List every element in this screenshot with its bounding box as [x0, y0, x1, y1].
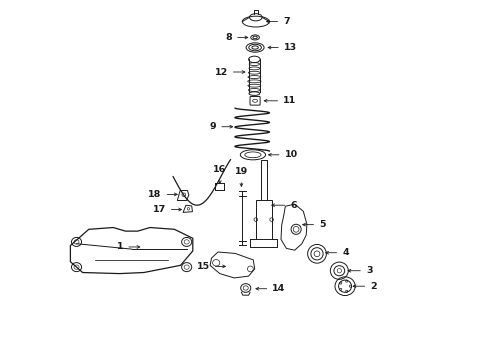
Text: 3: 3: [366, 266, 372, 275]
Text: 1: 1: [117, 243, 123, 252]
Bar: [256, 200, 271, 239]
Text: 13: 13: [284, 43, 297, 52]
Text: 14: 14: [272, 284, 286, 293]
Text: 19: 19: [235, 167, 248, 176]
Text: 5: 5: [319, 220, 326, 229]
Text: 2: 2: [370, 282, 377, 291]
Text: 16: 16: [213, 165, 226, 174]
Text: 6: 6: [291, 201, 297, 210]
Text: 4: 4: [342, 248, 349, 257]
Text: 11: 11: [283, 96, 296, 105]
Text: 18: 18: [148, 190, 162, 199]
Text: 17: 17: [152, 205, 166, 214]
Text: 7: 7: [283, 17, 290, 26]
Text: 8: 8: [225, 33, 232, 42]
Text: 12: 12: [215, 68, 228, 77]
Text: 9: 9: [210, 122, 216, 131]
Text: 10: 10: [285, 150, 298, 159]
Text: 15: 15: [196, 262, 210, 271]
